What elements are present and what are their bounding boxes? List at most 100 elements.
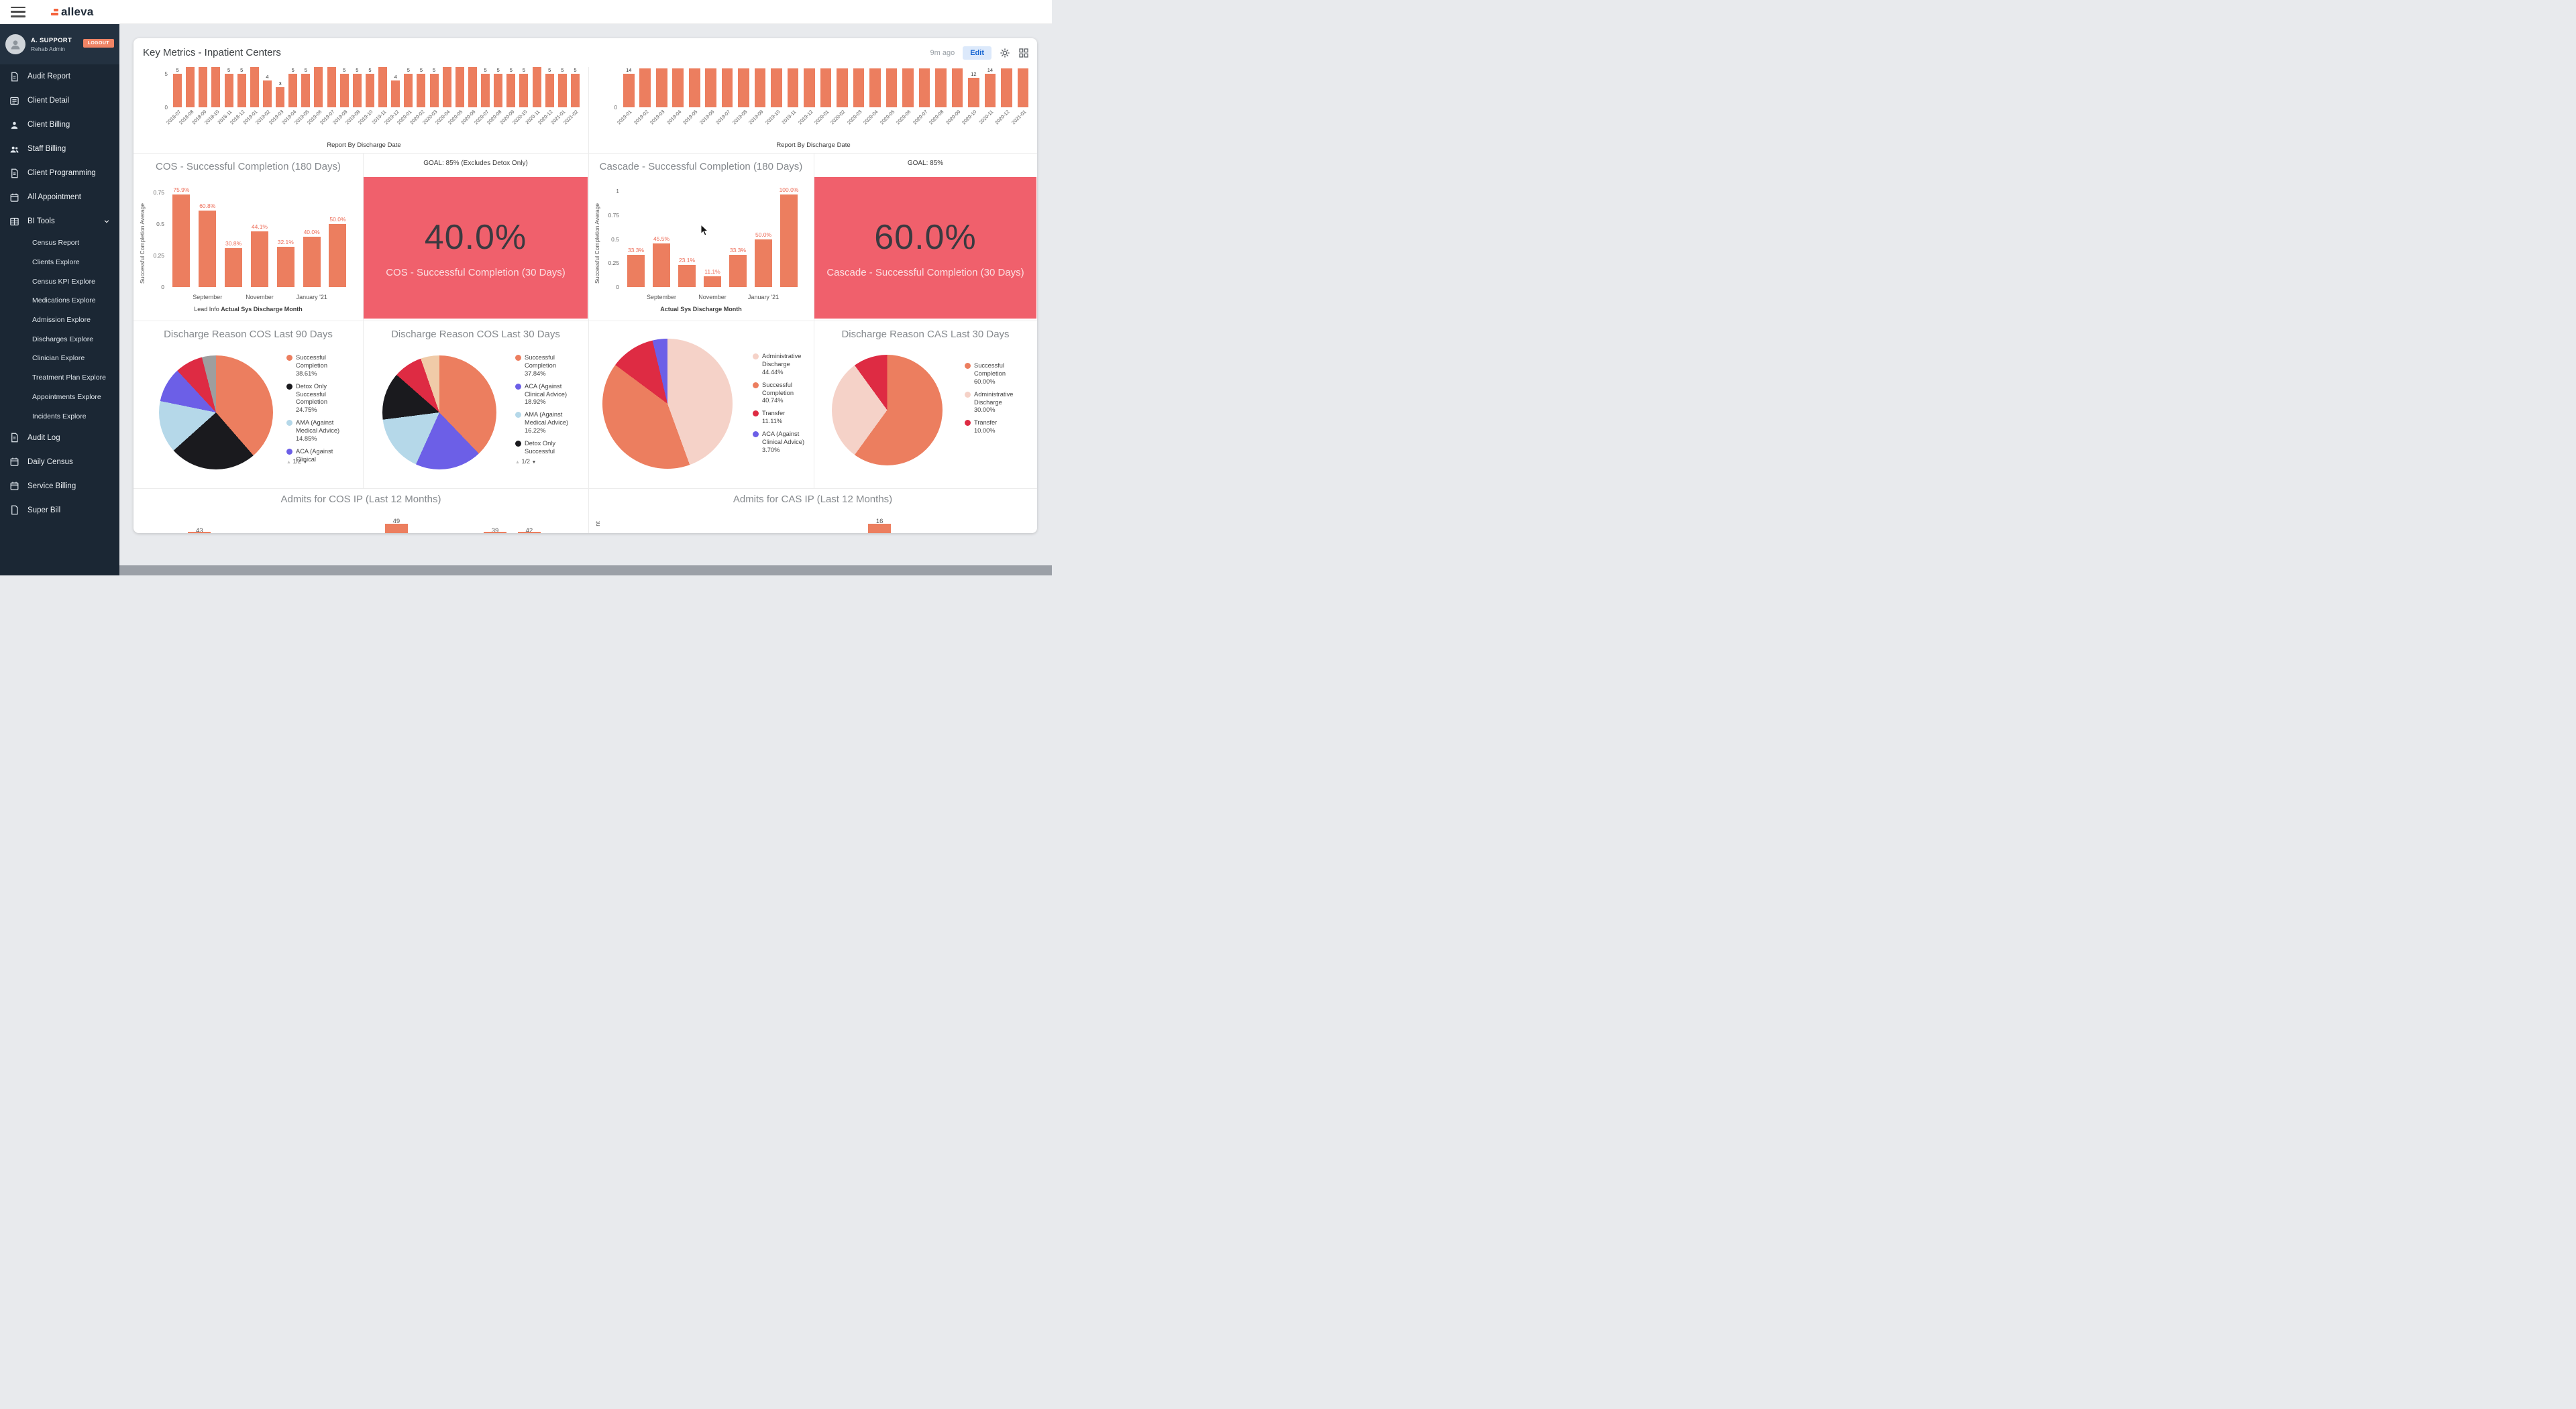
legend-item[interactable]: ACA (Against Clinical — [286, 448, 352, 464]
bar[interactable] — [705, 68, 716, 107]
kpi-tile[interactable]: 40.0% COS - Successful Completion (30 Da… — [364, 177, 588, 319]
bar[interactable] — [853, 68, 865, 107]
bar[interactable] — [224, 74, 233, 107]
bar[interactable] — [276, 246, 294, 287]
bar[interactable] — [918, 68, 930, 107]
sidebar-item-audit-report[interactable]: Audit Report — [0, 64, 119, 89]
legend-page-up-icon[interactable]: ▲ — [286, 460, 291, 465]
bar[interactable] — [365, 74, 374, 107]
bar[interactable] — [262, 80, 272, 107]
bar[interactable] — [902, 68, 914, 107]
bar[interactable] — [729, 255, 747, 287]
sidebar-item-all-appointment[interactable]: All Appointment — [0, 185, 119, 209]
bar[interactable] — [237, 74, 246, 107]
bar[interactable] — [276, 87, 285, 107]
bar[interactable] — [329, 224, 347, 287]
pie-chart[interactable] — [832, 355, 943, 465]
legend-item[interactable]: Transfer 10.00% — [965, 419, 1030, 435]
bar[interactable] — [623, 74, 635, 107]
legend-item[interactable]: Detox Only Successful Completion 24.75% — [286, 383, 352, 415]
bar[interactable] — [199, 67, 208, 107]
pie-chart[interactable] — [382, 355, 496, 469]
bar[interactable] — [250, 231, 268, 287]
bar[interactable] — [506, 74, 516, 107]
bar[interactable] — [804, 68, 815, 107]
bar[interactable] — [288, 74, 298, 107]
legend-page-down-icon[interactable]: ▼ — [531, 460, 537, 465]
bar[interactable] — [738, 68, 749, 107]
bar[interactable] — [639, 68, 651, 107]
pie-chart[interactable] — [159, 355, 273, 469]
sidebar-item-bi-tools[interactable]: BI Tools — [0, 209, 119, 233]
legend-item[interactable]: AMA (Against Medical Advice) 16.22% — [515, 411, 581, 435]
bar[interactable] — [378, 67, 388, 107]
bar[interactable] — [519, 74, 529, 107]
bar[interactable] — [780, 194, 798, 287]
legend-item[interactable]: Successful Completion 37.84% — [515, 354, 581, 378]
bar[interactable] — [557, 74, 567, 107]
sidebar-item-treatment-plan-explore[interactable]: Treatment Plan Explore — [32, 374, 106, 382]
bar[interactable] — [968, 78, 979, 107]
sidebar-item-incidents-explore[interactable]: Incidents Explore — [32, 412, 87, 420]
bar[interactable] — [404, 74, 413, 107]
bar[interactable] — [352, 74, 362, 107]
grid-layout-icon[interactable] — [1018, 48, 1029, 58]
bar[interactable] — [517, 532, 541, 533]
sidebar-item-appointments-explore[interactable]: Appointments Explore — [32, 392, 101, 401]
bar[interactable] — [384, 524, 408, 533]
legend-item[interactable]: Administrative Discharge 30.00% — [965, 391, 1030, 415]
bar[interactable] — [303, 237, 321, 287]
sidebar-item-service-billing[interactable]: Service Billing — [0, 474, 119, 498]
bar[interactable] — [787, 68, 799, 107]
bar[interactable] — [494, 74, 503, 107]
sidebar-item-discharges-explore[interactable]: Discharges Explore — [32, 335, 94, 343]
legend-item[interactable]: Detox Only Successful — [515, 440, 581, 456]
sidebar-item-clients-explore[interactable]: Clients Explore — [32, 258, 80, 267]
bar[interactable] — [820, 68, 832, 107]
bar[interactable] — [417, 74, 426, 107]
logout-button[interactable]: LOGOUT — [83, 39, 114, 48]
bar[interactable] — [869, 68, 881, 107]
sidebar-item-medications-explore[interactable]: Medications Explore — [32, 296, 96, 305]
bar[interactable] — [173, 74, 182, 107]
bar[interactable] — [653, 243, 670, 287]
sidebar-item-audit-log[interactable]: Audit Log — [0, 426, 119, 450]
sidebar-item-client-programming[interactable]: Client Programming — [0, 161, 119, 185]
bar[interactable] — [186, 67, 195, 107]
legend-item[interactable]: Successful Completion 40.74% — [753, 382, 818, 406]
gear-icon[interactable] — [1000, 48, 1010, 58]
bar[interactable] — [678, 265, 696, 287]
kpi-tile[interactable]: 60.0% Cascade - Successful Completion (3… — [814, 177, 1036, 319]
bar[interactable] — [301, 74, 311, 107]
bar[interactable] — [755, 239, 772, 287]
bar[interactable] — [771, 68, 782, 107]
bar[interactable] — [570, 74, 580, 107]
bar[interactable] — [314, 67, 323, 107]
bar[interactable] — [468, 67, 477, 107]
edit-button[interactable]: Edit — [963, 46, 991, 60]
bar[interactable] — [655, 68, 667, 107]
legend-item[interactable]: Transfer 11.11% — [753, 410, 818, 426]
legend-item[interactable]: ACA (Against Clinical Advice) 3.70% — [753, 431, 818, 455]
menu-icon[interactable] — [11, 6, 25, 17]
sidebar-item-super-bill[interactable]: Super Bill — [0, 498, 119, 522]
bar[interactable] — [688, 68, 700, 107]
bar[interactable] — [951, 68, 963, 107]
bar[interactable] — [704, 276, 721, 287]
bar[interactable] — [327, 67, 336, 107]
sidebar-item-client-detail[interactable]: Client Detail — [0, 89, 119, 113]
bar[interactable] — [481, 74, 490, 107]
bar[interactable] — [172, 194, 191, 287]
sidebar-item-staff-billing[interactable]: Staff Billing — [0, 137, 119, 161]
bar[interactable] — [532, 67, 541, 107]
sidebar-item-census-kpi-explore[interactable]: Census KPI Explore — [32, 277, 95, 286]
bar[interactable] — [211, 67, 221, 107]
bar[interactable] — [935, 68, 947, 107]
legend-item[interactable]: Successful Completion 38.61% — [286, 354, 352, 378]
bar[interactable] — [984, 74, 996, 107]
legend-page-down-icon[interactable]: ▼ — [303, 460, 308, 465]
bar[interactable] — [188, 532, 211, 533]
sidebar-item-daily-census[interactable]: Daily Census — [0, 450, 119, 474]
bar[interactable] — [199, 211, 217, 287]
bar[interactable] — [627, 255, 645, 287]
